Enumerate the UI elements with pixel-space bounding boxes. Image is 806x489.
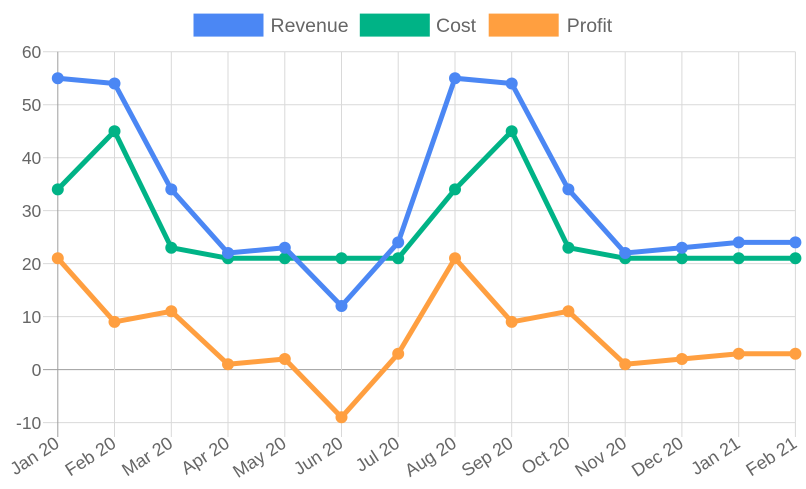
svg-text:30: 30 <box>22 201 42 221</box>
svg-text:50: 50 <box>22 95 42 115</box>
svg-text:Profit: Profit <box>567 15 613 37</box>
svg-text:Revenue: Revenue <box>271 15 349 37</box>
svg-text:0: 0 <box>32 360 42 380</box>
svg-text:40: 40 <box>22 148 42 168</box>
svg-text:10: 10 <box>22 307 42 327</box>
svg-text:Cost: Cost <box>436 15 477 37</box>
svg-text:60: 60 <box>22 42 42 62</box>
svg-text:20: 20 <box>22 254 42 274</box>
svg-text:-10: -10 <box>16 413 42 433</box>
